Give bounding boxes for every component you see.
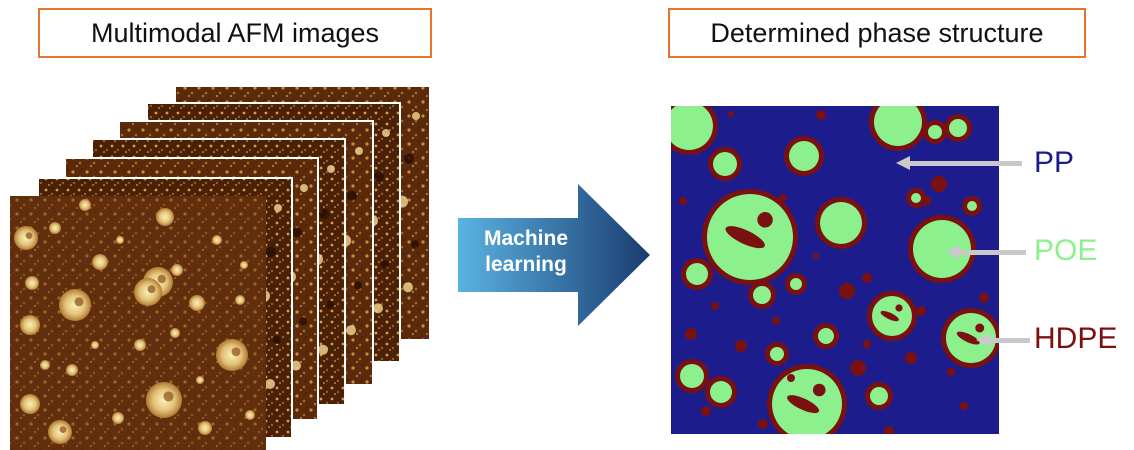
hdpe-particle [839,283,855,299]
afm-grain [146,382,182,418]
afm-grain [235,295,245,305]
afm-grain [198,421,212,435]
afm-grain [91,341,99,349]
afm-grain [134,278,162,306]
pp-label: PP [1034,146,1075,179]
poe-domain [867,291,917,341]
pp-callout [896,156,1022,170]
hdpe-particle [679,197,687,205]
afm-grain [240,261,248,269]
poe-arrowhead [946,245,960,259]
hdpe-particle [685,328,697,340]
hdpe-particle [816,110,826,120]
afm-image-stack [10,85,431,450]
hdpe-particle [884,426,894,434]
afm-grain [92,254,108,270]
poe-domain [941,308,999,368]
afm-grain [245,410,255,420]
afm-grain [40,360,50,370]
hdpe-particle [947,368,955,376]
arrow-shape [458,184,650,326]
poe-domain [675,359,709,393]
hdpe-particle [787,374,795,382]
hdpe-label: HDPE [1034,322,1118,355]
label-line-1: Machine [483,227,569,250]
afm-grain [14,226,38,250]
poe-label: POE [1034,234,1098,267]
afm-grain [170,328,180,338]
afm-images-title-text: Multimodal AFM images [90,17,380,48]
afm-grain [20,315,40,335]
poe-domain [923,120,947,144]
afm-grain [189,295,205,311]
hdpe-particle [735,340,747,352]
afm-grain [59,289,91,321]
poe-domain [813,323,839,349]
poe-domain [702,189,798,285]
poe-domain [708,147,742,181]
poe-domain [671,106,718,155]
hdpe-particle [758,419,768,429]
poe-domain [748,281,776,309]
poe-domain [765,342,789,366]
hdpe-particle [711,302,719,310]
hdpe-particle [862,273,872,283]
afm-images-title: Multimodal AFM images [38,8,432,58]
hdpe-particle [960,402,968,410]
afm-grain [20,394,40,414]
afm-grain [196,376,204,384]
phase-structure-title-text: Determined phase structure [710,17,1044,48]
afm-grain [134,339,146,351]
poe-domain [869,106,927,151]
poe-domain [815,197,867,249]
poe-callout [946,245,1026,259]
hdpe-particle [979,293,989,303]
poe-domain [785,273,807,295]
machine-learning-arrow [458,184,650,326]
afm-grain [25,276,39,290]
afm-grain [79,199,91,211]
afm-grain [66,364,78,376]
poe-domain [962,196,982,216]
afm-grain [156,208,174,226]
afm-grain [212,235,222,245]
hdpe-particle [779,194,787,202]
hdpe-arrowhead [976,333,990,347]
poe-domain [908,215,976,283]
hdpe-particle [813,253,819,259]
hdpe-particle [921,196,931,206]
afm-grain [112,412,124,424]
afm-grain [116,236,124,244]
hdpe-particle [863,340,871,348]
hdpe-particle [905,352,917,364]
poe-domain [705,376,737,408]
afm-grain [216,339,248,371]
pp-arrowhead [896,156,910,170]
phase-map [671,106,999,434]
poe-domain [944,114,972,142]
hdpe-particle [850,360,866,376]
label-line-2: learning [485,253,567,276]
machine-learning-label: Machine learning [466,226,586,278]
poe-domain [784,136,824,176]
poe-domain [681,258,713,290]
afm-grain [48,420,72,444]
afm-layer-front [10,196,266,450]
poe-domain [865,382,893,410]
poe-domain [906,188,926,208]
afm-grain [49,222,61,234]
hdpe-particle [701,406,711,416]
poe-domain [767,364,847,434]
phase-structure-title: Determined phase structure [668,8,1086,58]
hdpe-particle [931,176,947,192]
hdpe-particle [916,306,926,316]
hdpe-callout [976,333,1030,347]
afm-grain [171,264,183,276]
hdpe-particle [728,111,734,117]
hdpe-particle [772,317,780,325]
